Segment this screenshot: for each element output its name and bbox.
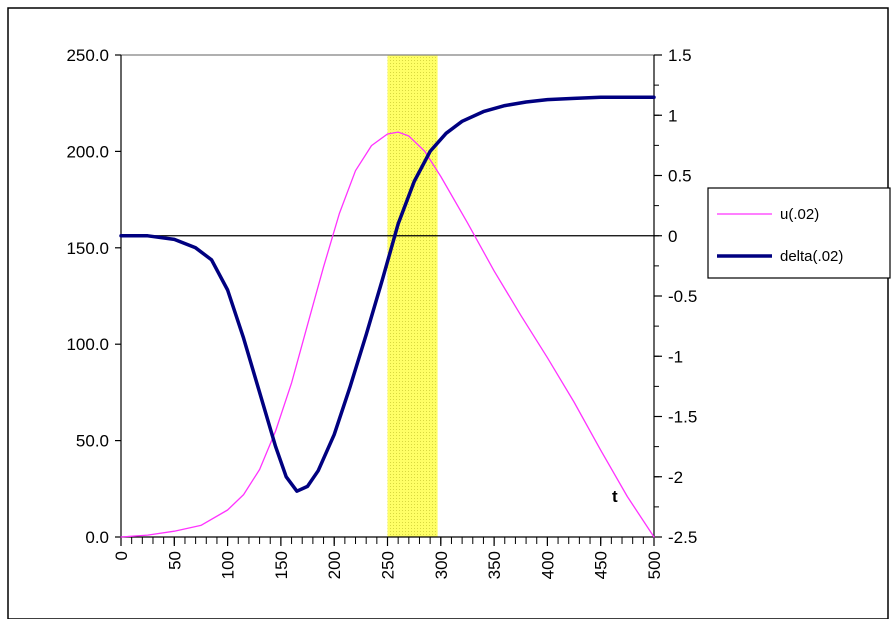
right-axis-tick-label: -1 (668, 347, 683, 366)
left-axis-tick-label: 150.0 (66, 239, 109, 258)
x-axis-tick-label: 50 (165, 551, 184, 570)
gridline-layer (121, 54, 654, 237)
right-axis-tick-label: 0 (668, 227, 677, 246)
x-axis-tick-label: 450 (592, 551, 611, 579)
left-axis-tick-label: 250.0 (66, 46, 109, 65)
axes-layer (115, 54, 662, 546)
highlight-band (387, 55, 438, 537)
series-line-delta (119, 95, 656, 493)
right-axis-tick-label: -0.5 (668, 287, 697, 306)
legend-label-delta: delta(.02) (780, 248, 843, 265)
right-axis-tick-label: 1 (668, 106, 677, 125)
series-layer (119, 95, 656, 538)
right-axis-tick-label: -2 (668, 468, 683, 487)
x-axis-tick-label: 300 (432, 551, 451, 579)
legend: u(.02) delta(.02) (707, 187, 891, 279)
x-axis-tick-label: 350 (485, 551, 504, 579)
left-axis-tick-label: 50.0 (76, 432, 109, 451)
x-axis-tick-label: 500 (645, 551, 664, 579)
x-axis-tick-label: 200 (325, 551, 344, 579)
left-axis-tick-label: 100.0 (66, 335, 109, 354)
x-axis-label: t (612, 487, 618, 506)
x-axis-tick-label: 100 (219, 551, 238, 579)
tick-label-layer: 0.0 50.0 100.0 150.0 200.0 250.0 1.5 1 0.5 0 -0.5 -… (66, 46, 697, 579)
highlight-band-layer (387, 55, 438, 537)
legend-label-u: u(.02) (780, 206, 819, 223)
left-axis-tick-label: 200.0 (66, 142, 109, 161)
legend-box (707, 187, 891, 279)
x-axis-tick-label: 150 (272, 551, 291, 579)
x-axis-tick-label: 400 (538, 551, 557, 579)
x-axis-tick-label: 250 (379, 551, 398, 579)
right-axis-tick-label: 1.5 (668, 46, 692, 65)
left-axis-tick-label: 0.0 (85, 528, 109, 547)
series-line-u (120, 131, 655, 538)
right-axis-tick-label: -1.5 (668, 408, 697, 427)
chart-border (7, 7, 889, 619)
x-axis-tick-label: 0 (112, 551, 131, 560)
right-axis-tick-label: -2.5 (668, 528, 697, 547)
right-axis-tick-label: 0.5 (668, 167, 692, 186)
